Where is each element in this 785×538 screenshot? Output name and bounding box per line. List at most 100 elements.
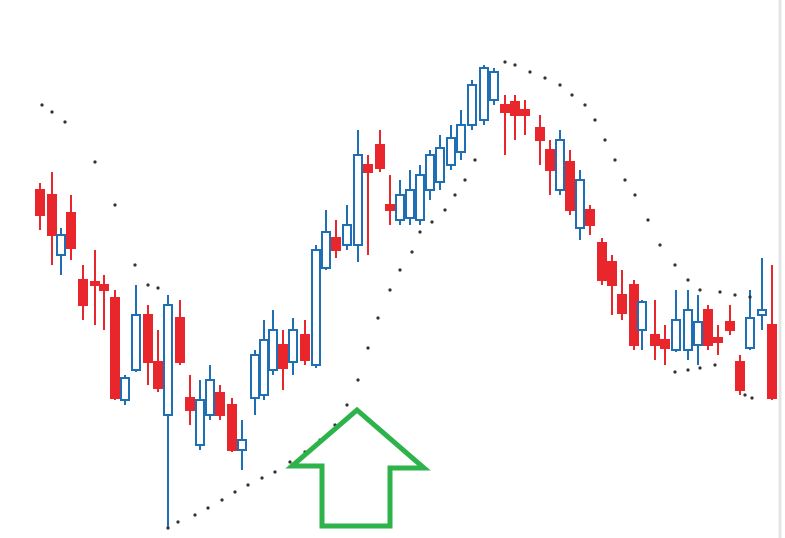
candle-body [555,139,565,191]
candle-body [385,204,395,211]
candle-body [405,189,415,219]
sar-dot [686,368,690,372]
candle-body [321,231,331,269]
candle-body [671,319,681,351]
sar-dot [233,490,237,494]
candle-body [237,439,247,451]
sar-dot [713,363,717,367]
sar-dot [503,60,507,64]
candle-body [163,304,173,416]
sar-dot [430,220,434,224]
sar-dot [410,250,414,254]
arrow [285,406,431,529]
candle-body [288,329,298,363]
sar-dot [63,120,67,124]
candle-body [131,314,141,371]
candle-body [185,397,195,411]
candle-body [735,361,745,391]
candle-body [435,147,445,183]
candle-body [363,164,373,173]
sar-dot [260,476,264,480]
candle-body [767,324,777,399]
sar-dot [418,230,422,234]
candle-body [585,209,595,226]
sar-dot [463,178,467,182]
candle-body [467,84,477,126]
candle-body [66,212,76,249]
sar-dot [473,158,477,162]
sar-dot [528,70,532,74]
sar-dot [673,370,677,374]
sar-dot [113,203,117,207]
candle-body [195,399,205,446]
candle-body [78,279,88,306]
candle-body [47,194,57,236]
candle-body [342,224,352,246]
sar-dot [750,396,754,400]
candle-body [227,404,237,451]
plot-area [35,60,777,530]
candle-body [757,309,767,316]
candle-body [545,149,555,171]
sar-dot [443,208,447,212]
sar-dot [743,393,747,397]
sar-dot [748,295,752,299]
candle-body [703,309,713,346]
candle-body [205,379,215,416]
candle-body [311,249,321,366]
candle-body [268,329,278,371]
candle-body [617,294,627,314]
candle-body [120,377,130,401]
sar-dot [176,520,180,524]
candle-body [713,337,723,343]
sar-dot [543,76,547,80]
sar-dot [50,110,54,114]
sar-dot [453,193,457,197]
sar-dot [698,366,702,370]
sar-dot [345,403,349,407]
sar-dot [698,288,702,292]
sar-dot [733,293,737,297]
candle-body [446,137,456,166]
sar-dot [398,268,402,272]
candle-body [415,174,425,221]
sar-dot [388,288,392,292]
sar-dot [513,63,517,67]
candle-body [375,144,385,169]
candle-body [520,109,530,116]
sar-dot [686,278,690,282]
candle-body [637,301,647,331]
candle-body [90,281,100,286]
candle-body [395,194,405,221]
sar-dot [288,460,292,464]
candle-body [535,127,545,141]
candle-body [110,297,120,399]
sar-dot [193,513,197,517]
sar-dot [40,103,44,107]
candle-body [479,67,489,121]
candle-body [250,354,260,399]
sar-dot [93,160,97,164]
candle-body [683,309,693,351]
candle-body [99,284,109,291]
sar-dot [593,118,597,122]
sar-dot [166,526,170,530]
candle-body [660,339,670,349]
sar-dot [273,470,277,474]
candle-body [153,361,163,389]
candle-body [629,284,639,346]
sar-dot [558,83,562,87]
candle-body [575,179,585,229]
sar-dot [376,316,380,320]
candle-body [456,124,466,153]
sar-dot [146,283,150,287]
candle-body [35,189,45,216]
candle-body [597,242,607,281]
sar-dot [673,263,677,267]
candle-body [353,154,363,246]
candle-body [215,392,225,416]
sar-dot [583,103,587,107]
sar-dot [646,218,650,222]
